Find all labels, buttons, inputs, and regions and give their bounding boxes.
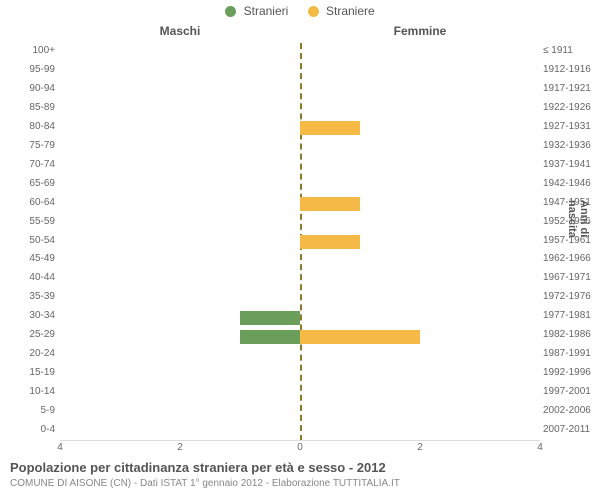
female-bar: [300, 197, 360, 211]
age-label: 90-94: [0, 80, 55, 99]
data-row: [60, 233, 540, 252]
col-header-female: Femmine: [300, 24, 540, 38]
birth-label: 1982-1986: [543, 326, 600, 345]
data-row: [60, 308, 540, 327]
data-row: [60, 384, 540, 403]
age-label: 65-69: [0, 175, 55, 194]
chart-title: Popolazione per cittadinanza straniera p…: [10, 460, 386, 475]
data-row: [60, 289, 540, 308]
legend-swatch-male-icon: [225, 6, 236, 17]
birth-label: 2007-2011: [543, 421, 600, 440]
age-label: 40-44: [0, 269, 55, 288]
age-label: 0-4: [0, 421, 55, 440]
age-label: 75-79: [0, 137, 55, 156]
age-label: 15-19: [0, 364, 55, 383]
birth-label: 1942-1946: [543, 175, 600, 194]
age-label: 100+: [0, 42, 55, 61]
data-row: [60, 327, 540, 346]
age-label: 35-39: [0, 288, 55, 307]
birth-label: 1932-1936: [543, 137, 600, 156]
birth-label: ≤ 1911: [543, 42, 600, 61]
data-row: [60, 176, 540, 195]
birth-label: 1917-1921: [543, 80, 600, 99]
legend: Stranieri Straniere: [0, 4, 600, 18]
chart-subtitle: COMUNE DI AISONE (CN) - Dati ISTAT 1° ge…: [10, 478, 400, 489]
age-label: 30-34: [0, 307, 55, 326]
age-label: 55-59: [0, 213, 55, 232]
data-row: [60, 365, 540, 384]
age-label: 50-54: [0, 232, 55, 251]
birth-label: 1937-1941: [543, 156, 600, 175]
data-row: [60, 119, 540, 138]
x-tick-label: 2: [165, 442, 195, 453]
birth-label: 1952-1956: [543, 213, 600, 232]
x-tick-label: 2: [405, 442, 435, 453]
age-label: 5-9: [0, 402, 55, 421]
female-bar: [300, 121, 360, 135]
y-left-labels: 100+95-9990-9485-8980-8475-7970-7465-696…: [0, 42, 55, 440]
data-row: [60, 157, 540, 176]
birth-label: 1962-1966: [543, 250, 600, 269]
age-label: 45-49: [0, 250, 55, 269]
birth-label: 2002-2006: [543, 402, 600, 421]
x-tick-label: 4: [525, 442, 555, 453]
data-row: [60, 422, 540, 441]
birth-label: 1972-1976: [543, 288, 600, 307]
data-row: [60, 270, 540, 289]
legend-label: Stranieri: [244, 4, 289, 18]
data-row: [60, 195, 540, 214]
chart-container: Stranieri Straniere Maschi Femmine Fasce…: [0, 0, 600, 500]
legend-swatch-female-icon: [308, 6, 319, 17]
x-axis: 42024: [60, 440, 540, 460]
data-row: [60, 346, 540, 365]
age-label: 85-89: [0, 99, 55, 118]
x-tick-label: 0: [285, 442, 315, 453]
birth-label: 1992-1996: [543, 364, 600, 383]
birth-label: 1977-1981: [543, 307, 600, 326]
col-header-male: Maschi: [60, 24, 300, 38]
data-row: [60, 100, 540, 119]
birth-label: 1957-1961: [543, 232, 600, 251]
birth-label: 1967-1971: [543, 269, 600, 288]
data-row: [60, 43, 540, 62]
female-bar: [300, 330, 420, 344]
legend-item-straniere: Straniere: [308, 4, 375, 18]
birth-label: 1927-1931: [543, 118, 600, 137]
data-row: [60, 403, 540, 422]
legend-label: Straniere: [326, 4, 375, 18]
age-label: 20-24: [0, 345, 55, 364]
birth-label: 1987-1991: [543, 345, 600, 364]
legend-item-stranieri: Stranieri: [225, 4, 288, 18]
data-row: [60, 62, 540, 81]
birth-label: 1922-1926: [543, 99, 600, 118]
age-label: 60-64: [0, 194, 55, 213]
age-label: 80-84: [0, 118, 55, 137]
birth-label: 1947-1951: [543, 194, 600, 213]
data-row: [60, 81, 540, 100]
male-bar: [240, 330, 300, 344]
data-row: [60, 138, 540, 157]
birth-label: 1912-1916: [543, 61, 600, 80]
age-label: 95-99: [0, 61, 55, 80]
data-row: [60, 251, 540, 270]
data-row: [60, 214, 540, 233]
age-label: 70-74: [0, 156, 55, 175]
male-bar: [240, 311, 300, 325]
plot-area: [60, 42, 540, 441]
y-right-labels: ≤ 19111912-19161917-19211922-19261927-19…: [543, 42, 598, 440]
birth-label: 1997-2001: [543, 383, 600, 402]
age-label: 25-29: [0, 326, 55, 345]
age-label: 10-14: [0, 383, 55, 402]
x-tick-label: 4: [45, 442, 75, 453]
female-bar: [300, 235, 360, 249]
